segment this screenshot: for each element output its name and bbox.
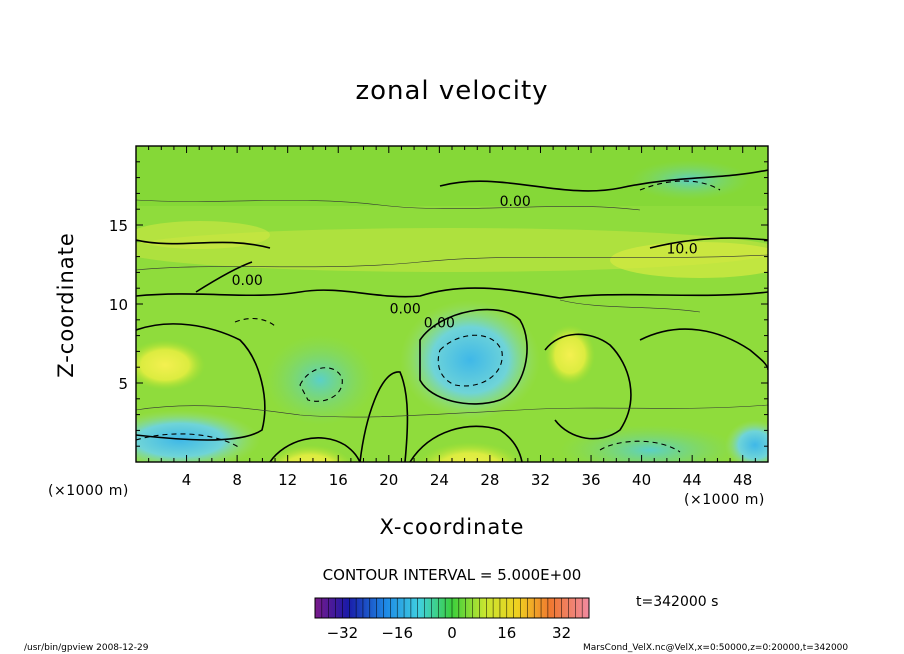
chart-title: zonal velocity: [355, 76, 549, 106]
x-tick-label: 40: [632, 471, 651, 489]
footer-right: MarsCond_VelX.nc@VelX,x=0:50000,z=0:2000…: [583, 643, 849, 653]
x-ticks-bottom: 4 8 12 16 20 24 28 32 36 40 44 48: [148, 455, 756, 489]
colorbar-tick-label: −32: [327, 624, 359, 642]
x-tick-label: 44: [683, 471, 702, 489]
x-tick-label: 4: [182, 471, 192, 489]
footer-left: /usr/bin/gpview 2008-12-29: [24, 643, 149, 653]
heatmap-field: [136, 146, 768, 462]
contour-label: 10.0: [666, 241, 697, 257]
x-tick-label: 16: [329, 471, 348, 489]
colorbar-tick-label: 32: [552, 624, 571, 642]
x-tick-label: 48: [733, 471, 752, 489]
contour-interval: CONTOUR INTERVAL = 5.000E+00: [322, 566, 582, 584]
y-tick-label: 5: [118, 375, 128, 393]
x-axis-label: X-coordinate: [379, 515, 525, 539]
x-tick-label: 12: [278, 471, 297, 489]
contour-label: 0.00: [390, 301, 421, 317]
colorbar-ticks: −32 −16 0 16 32: [321, 598, 583, 642]
contour-label: 0.00: [232, 273, 263, 289]
colorbar-tick-label: 0: [447, 624, 457, 642]
x-tick-label: 8: [232, 471, 242, 489]
y-tick-label: 15: [109, 217, 128, 235]
x-tick-label: 24: [430, 471, 449, 489]
colorbar-tick-label: −16: [381, 624, 413, 642]
x-tick-label: 20: [379, 471, 398, 489]
x-unit-right: (×1000 m): [684, 492, 765, 508]
x-ticks-top: [148, 146, 756, 153]
x-tick-label: 32: [531, 471, 550, 489]
x-unit-left: (×1000 m): [48, 483, 129, 499]
x-tick-label: 28: [480, 471, 499, 489]
time-label: t=342000 s: [636, 594, 719, 610]
contour-label: 0.00: [500, 194, 531, 210]
colorbar-tick-label: 16: [497, 624, 516, 642]
y-ticks: 5 10 15: [109, 161, 768, 447]
x-tick-label: 36: [581, 471, 600, 489]
contour-label: 0.00: [424, 316, 455, 332]
y-tick-label: 10: [109, 296, 128, 314]
